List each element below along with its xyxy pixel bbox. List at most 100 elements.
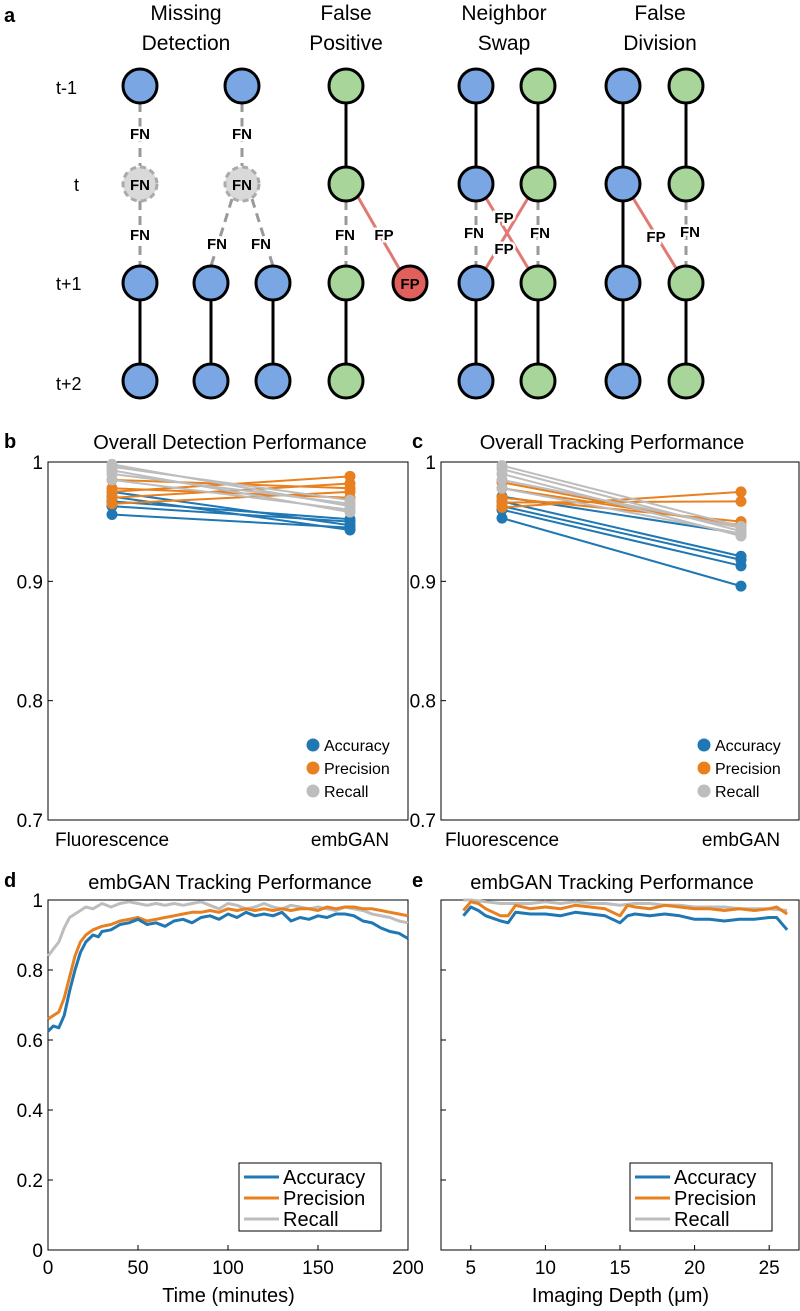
legend-marker-accuracy [306, 738, 320, 752]
node-blue [604, 67, 642, 105]
legend-label-recall: Recall [674, 1209, 730, 1231]
x-tick-label: 100 [212, 1258, 244, 1279]
chart-tracking-vs-depth: embGAN Tracking Performance 5 10 15 20 25 Imag… [440, 872, 800, 1307]
nodes [121, 67, 705, 400]
y-tick-label: 0.6 [17, 1031, 43, 1052]
row-label-t-plus-1: t+1 [56, 274, 82, 294]
x-tick-label: 200 [392, 1258, 424, 1279]
legend-marker-recall [697, 784, 711, 798]
data-point-accuracy [106, 509, 118, 521]
fp-label: FP [374, 227, 393, 244]
fn-label: FN [335, 227, 355, 244]
title-false-positive-line1: False [320, 2, 371, 25]
series-line-accuracy [501, 517, 742, 588]
title-neighbor-swap-line1: Neighbor [461, 2, 546, 25]
series-line-recall [501, 468, 742, 533]
fp-label: FP [646, 229, 665, 246]
solid-links [138, 103, 688, 364]
legend-label-recall: Recall [324, 784, 368, 801]
data-point-recall [496, 460, 508, 472]
series-line-recall [501, 478, 742, 529]
node-blue [457, 264, 495, 302]
series-line-recall [111, 469, 351, 514]
data-point-recall [106, 458, 118, 470]
legend-label-recall: Recall [283, 1209, 339, 1231]
node-blue [254, 362, 292, 400]
panel-label-e: e [412, 870, 423, 892]
y-tick-label: 0.2 [17, 1171, 43, 1192]
node-blue [121, 264, 159, 302]
y-tick-label: 1 [425, 453, 436, 474]
legend-label-precision: Precision [715, 761, 781, 778]
node-missing [121, 165, 159, 203]
series-line-precision [501, 496, 742, 523]
x-category-label: embGAN [311, 830, 389, 851]
error-labels: FN FN FN FN FN FN FN FN FP FP FN FP FP F… [128, 124, 703, 294]
y-tick-label: 0.7 [410, 811, 436, 832]
chart-overall-detection: Overall Detection Performance 0.7 0.8 0.9 1 F… [17, 432, 409, 851]
series-line-accuracy [111, 500, 351, 521]
node-green [667, 67, 705, 105]
legend-label-precision: Precision [324, 761, 390, 778]
series-line-recall [501, 464, 742, 528]
x-tick-label: 10 [535, 1258, 556, 1279]
node-green [667, 264, 705, 302]
x-category-label: embGAN [702, 830, 780, 851]
series-line-precision [462, 900, 788, 918]
series-line-accuracy [46, 910, 409, 1033]
legend-label-precision: Precision [283, 1188, 365, 1210]
row-label-t-plus-2: t+2 [56, 374, 82, 394]
chart-title: embGAN Tracking Performance [88, 872, 371, 894]
series-line-accuracy [501, 508, 742, 567]
node-missing [223, 165, 261, 203]
series-line-precision [111, 487, 351, 499]
title-false-division-line1: False [634, 2, 685, 25]
legend-label-recall: Recall [715, 784, 759, 801]
series-line-precision [47, 905, 409, 1021]
x-tick-label: 15 [609, 1258, 630, 1279]
data-point-precision [344, 482, 356, 494]
data-point-precision [106, 482, 118, 494]
node-blue [192, 362, 230, 400]
row-label-t-minus-1: t-1 [56, 78, 77, 98]
series-line-recall [463, 898, 788, 912]
data-point-accuracy [344, 519, 356, 531]
x-tick-label: 50 [127, 1258, 148, 1279]
y-tick-label: 0.9 [17, 572, 43, 593]
x-tick-label: 150 [302, 1258, 334, 1279]
node-blue [604, 165, 642, 203]
series-line-accuracy [462, 905, 789, 931]
legend-marker-precision [306, 761, 320, 775]
node-blue [121, 362, 159, 400]
y-tick-label: 0.8 [17, 961, 43, 982]
node-green [327, 264, 365, 302]
fn-label: FN [464, 225, 484, 242]
x-tick-label: 20 [684, 1258, 705, 1279]
legend-marker-accuracy [697, 738, 711, 752]
node-blue [223, 67, 261, 105]
data-point-precision [735, 495, 747, 507]
row-label-t: t [74, 175, 79, 195]
axes-frame [440, 461, 800, 821]
chart-overall-tracking: Overall Tracking Performance 0.7 0.8 0.9 1 Fl… [410, 432, 800, 851]
dashed-links [138, 103, 688, 267]
data-point-recall [735, 520, 747, 532]
panel-label-c: c [412, 431, 423, 453]
node-green [667, 362, 705, 400]
series-line-accuracy [111, 490, 351, 527]
fn-label: FN [530, 225, 550, 242]
data-point-precision [344, 470, 356, 482]
data-point-precision [496, 492, 508, 504]
node-green [327, 362, 365, 400]
node-blue [604, 362, 642, 400]
node-blue [457, 165, 495, 203]
fn-label: FN [130, 177, 150, 194]
legend-label-accuracy: Accuracy [283, 1167, 365, 1189]
y-tick-label: 0.9 [410, 572, 436, 593]
fn-label: FN [130, 126, 150, 143]
axes-frame [47, 461, 409, 821]
fp-label: FP [400, 276, 419, 293]
node-green [667, 165, 705, 203]
node-green [519, 362, 557, 400]
